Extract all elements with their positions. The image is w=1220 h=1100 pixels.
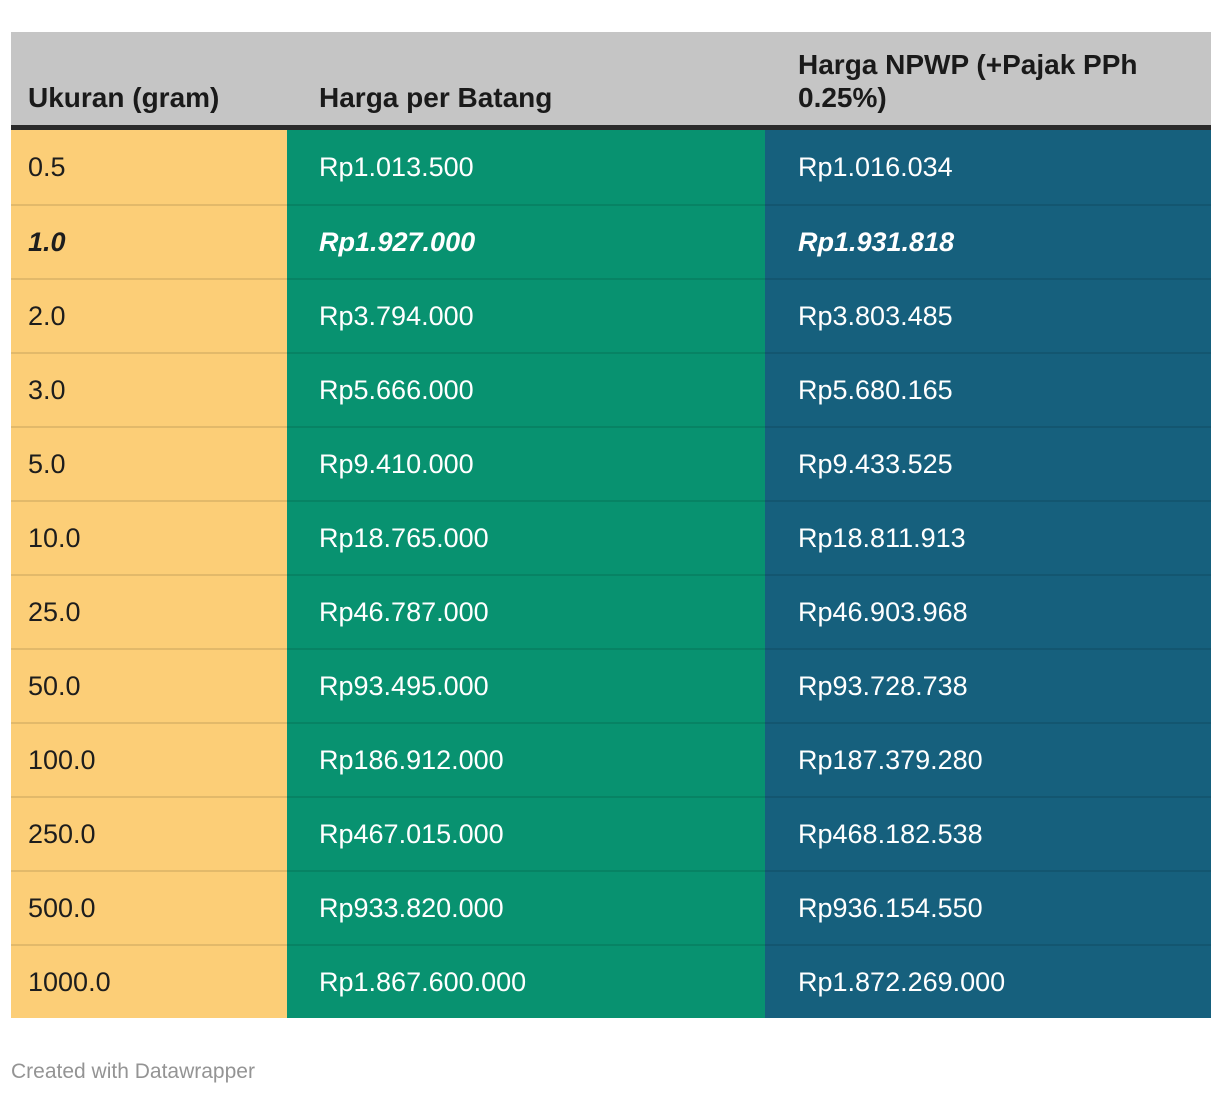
cell-harga-per-batang: Rp18.765.000: [287, 500, 765, 574]
cell-harga-npwp: Rp18.811.913: [765, 500, 1211, 574]
table-row: 3.0 Rp5.666.000 Rp5.680.165: [11, 352, 1211, 426]
cell-ukuran: 50.0: [11, 648, 287, 722]
cell-ukuran: 1000.0: [11, 944, 287, 1018]
cell-ukuran: 250.0: [11, 796, 287, 870]
table-row: 1.0 Rp1.927.000 Rp1.931.818: [11, 204, 1211, 278]
column-header-ukuran: Ukuran (gram): [11, 32, 287, 130]
cell-harga-npwp: Rp5.680.165: [765, 352, 1211, 426]
cell-harga-npwp: Rp46.903.968: [765, 574, 1211, 648]
cell-harga-npwp: Rp187.379.280: [765, 722, 1211, 796]
table-body: 0.5 Rp1.013.500 Rp1.016.034 1.0 Rp1.927.000 R…: [11, 130, 1211, 1018]
cell-harga-npwp: Rp3.803.485: [765, 278, 1211, 352]
cell-harga-per-batang: Rp9.410.000: [287, 426, 765, 500]
cell-harga-per-batang: Rp46.787.000: [287, 574, 765, 648]
cell-harga-npwp: Rp468.182.538: [765, 796, 1211, 870]
cell-harga-per-batang: Rp1.927.000: [287, 204, 765, 278]
cell-ukuran: 1.0: [11, 204, 287, 278]
cell-harga-npwp: Rp1.931.818: [765, 204, 1211, 278]
cell-harga-npwp: Rp936.154.550: [765, 870, 1211, 944]
column-header-label: Harga per Batang: [319, 82, 553, 113]
column-header-harga-npwp: Harga NPWP (+Pajak PPh 0.25%): [765, 32, 1211, 130]
table-row: 5.0 Rp9.410.000 Rp9.433.525: [11, 426, 1211, 500]
cell-ukuran: 2.0: [11, 278, 287, 352]
cell-harga-npwp: Rp1.016.034: [765, 130, 1211, 204]
cell-harga-per-batang: Rp93.495.000: [287, 648, 765, 722]
table-row: 25.0 Rp46.787.000 Rp46.903.968: [11, 574, 1211, 648]
datawrapper-credit-link[interactable]: Created with Datawrapper: [11, 1060, 255, 1083]
cell-harga-per-batang: Rp3.794.000: [287, 278, 765, 352]
table-row: 250.0 Rp467.015.000 Rp468.182.538: [11, 796, 1211, 870]
column-header-harga-per-batang: Harga per Batang: [287, 32, 765, 130]
table-row: 500.0 Rp933.820.000 Rp936.154.550: [11, 870, 1211, 944]
cell-harga-per-batang: Rp186.912.000: [287, 722, 765, 796]
cell-harga-per-batang: Rp1.867.600.000: [287, 944, 765, 1018]
table-row: 50.0 Rp93.495.000 Rp93.728.738: [11, 648, 1211, 722]
cell-ukuran: 10.0: [11, 500, 287, 574]
table-row: 0.5 Rp1.013.500 Rp1.016.034: [11, 130, 1211, 204]
cell-harga-per-batang: Rp1.013.500: [287, 130, 765, 204]
gold-price-table: Ukuran (gram) Harga per Batang Harga NPW…: [11, 32, 1211, 1018]
table-row: 10.0 Rp18.765.000 Rp18.811.913: [11, 500, 1211, 574]
cell-harga-per-batang: Rp467.015.000: [287, 796, 765, 870]
cell-harga-npwp: Rp9.433.525: [765, 426, 1211, 500]
cell-ukuran: 500.0: [11, 870, 287, 944]
cell-ukuran: 100.0: [11, 722, 287, 796]
table-row: 2.0 Rp3.794.000 Rp3.803.485: [11, 278, 1211, 352]
cell-ukuran: 3.0: [11, 352, 287, 426]
table-row: 100.0 Rp186.912.000 Rp187.379.280: [11, 722, 1211, 796]
cell-harga-npwp: Rp93.728.738: [765, 648, 1211, 722]
cell-ukuran: 0.5: [11, 130, 287, 204]
price-table-container: Ukuran (gram) Harga per Batang Harga NPW…: [11, 32, 1211, 1018]
cell-ukuran: 25.0: [11, 574, 287, 648]
cell-ukuran: 5.0: [11, 426, 287, 500]
cell-harga-per-batang: Rp5.666.000: [287, 352, 765, 426]
column-header-label: Harga NPWP (+Pajak PPh 0.25%): [798, 49, 1138, 113]
cell-harga-npwp: Rp1.872.269.000: [765, 944, 1211, 1018]
table-row: 1000.0 Rp1.867.600.000 Rp1.872.269.000: [11, 944, 1211, 1018]
cell-harga-per-batang: Rp933.820.000: [287, 870, 765, 944]
table-header: Ukuran (gram) Harga per Batang Harga NPW…: [11, 32, 1211, 130]
column-header-label: Ukuran (gram): [28, 82, 220, 113]
